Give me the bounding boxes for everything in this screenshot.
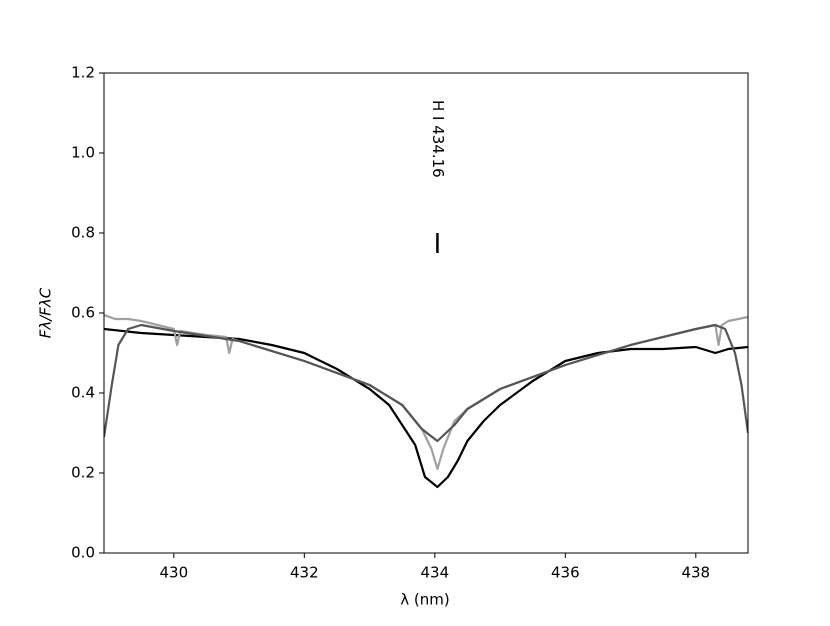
- y-tick-label: 1.2: [71, 64, 95, 82]
- x-tick-label: 436: [551, 564, 580, 582]
- y-tick-label: 0.2: [71, 464, 95, 482]
- y-tick-label: 0.4: [71, 384, 95, 402]
- series-line: [104, 323, 748, 443]
- x-axis-label: λ (nm): [400, 591, 449, 609]
- y-tick-label: 1.0: [71, 144, 95, 162]
- annotation-label: H I 434.16: [429, 100, 447, 178]
- y-axis-label: Fλ/FλC: [37, 287, 55, 338]
- x-tick-label: 434: [420, 564, 449, 582]
- y-tick-label: 0.0: [71, 544, 95, 562]
- x-tick-label: 438: [681, 564, 710, 582]
- x-tick-label: 430: [159, 564, 188, 582]
- x-tick-label: 432: [290, 564, 319, 582]
- plot-frame: [103, 72, 749, 554]
- y-tick-label: 0.6: [71, 304, 95, 322]
- series-line: [104, 327, 748, 489]
- y-tick-label: 0.8: [71, 224, 95, 242]
- series-line: [104, 313, 748, 471]
